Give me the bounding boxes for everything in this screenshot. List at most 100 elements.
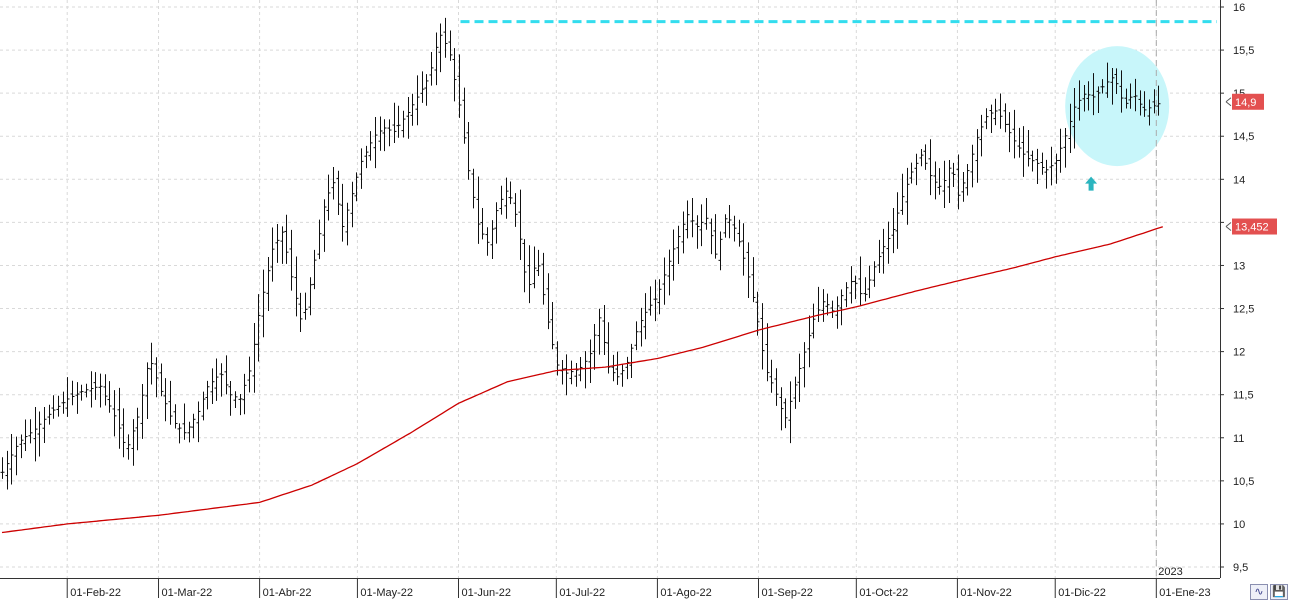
- candle: [863, 277, 868, 302]
- candle: [387, 119, 392, 147]
- candle: [1105, 62, 1110, 98]
- candle: [760, 303, 765, 370]
- candle: [261, 269, 266, 338]
- candle: [154, 357, 159, 398]
- candle: [131, 419, 136, 466]
- candle: [671, 229, 676, 281]
- candle: [303, 292, 308, 320]
- candle: [839, 289, 844, 326]
- candle: [676, 225, 681, 265]
- x-tick-label: 01-Oct-22: [859, 587, 908, 599]
- candle: [1114, 68, 1119, 94]
- moving-average-tag-pointer: [1225, 222, 1232, 231]
- candle: [1072, 88, 1077, 149]
- save-icon[interactable]: 💾: [1270, 584, 1288, 600]
- candle: [629, 343, 634, 379]
- candle: [975, 129, 980, 183]
- moving-average-tag-label: 13,452: [1235, 222, 1269, 234]
- candle: [1054, 153, 1059, 184]
- candle: [1086, 81, 1091, 111]
- candle: [947, 160, 952, 204]
- candle: [732, 215, 737, 242]
- candle: [704, 198, 709, 230]
- candle: [741, 223, 746, 276]
- candle: [867, 265, 872, 299]
- candle: [364, 145, 369, 169]
- candle: [410, 93, 415, 126]
- candle: [555, 341, 560, 376]
- x-tick-label: 01-Jun-22: [462, 587, 512, 599]
- candle: [224, 355, 229, 395]
- candle: [47, 404, 52, 425]
- candle: [135, 407, 140, 451]
- candle: [508, 181, 513, 205]
- candle: [933, 161, 938, 200]
- candle: [1012, 109, 1017, 159]
- candle: [643, 293, 648, 340]
- wave-icon[interactable]: ∿: [1250, 584, 1268, 600]
- candle: [793, 376, 798, 409]
- candle: [1026, 129, 1031, 167]
- candle: [657, 279, 662, 315]
- candle: [1110, 67, 1115, 105]
- candle: [849, 266, 854, 304]
- candle: [634, 321, 639, 351]
- candle: [844, 282, 849, 308]
- candle: [490, 220, 495, 259]
- candle: [746, 242, 751, 298]
- y-axis: 1615,51514,51413,51312,51211,51110,5109,…: [1220, 0, 1254, 578]
- candle: [1021, 126, 1026, 177]
- candle: [1030, 150, 1035, 172]
- candle: [615, 351, 620, 385]
- candle: [1096, 86, 1101, 114]
- candle: [895, 192, 900, 249]
- candle: [0, 457, 5, 479]
- y-tick-label: 15,5: [1233, 45, 1254, 57]
- candle: [569, 360, 574, 385]
- candle: [713, 214, 718, 259]
- candle: [476, 176, 481, 244]
- candle: [536, 249, 541, 277]
- candle: [532, 246, 537, 289]
- candle: [79, 384, 84, 401]
- candle: [70, 380, 75, 406]
- candle: [769, 359, 774, 393]
- candle: [84, 383, 89, 398]
- candle: [1082, 85, 1087, 112]
- candle: [1017, 127, 1022, 158]
- candle: [354, 172, 359, 202]
- annotation-layer: [460, 20, 1217, 191]
- candle: [737, 219, 742, 247]
- x-axis-band: [0, 578, 1250, 602]
- candle: [294, 256, 299, 317]
- y-tick-label: 9,5: [1233, 562, 1248, 574]
- candle: [979, 114, 984, 157]
- candle: [1156, 85, 1161, 116]
- candle: [457, 54, 462, 118]
- y-tick-label: 12,5: [1233, 304, 1254, 316]
- candle: [145, 362, 150, 419]
- candle: [779, 387, 784, 431]
- candle: [191, 413, 196, 439]
- candle: [695, 215, 700, 249]
- candle: [345, 202, 350, 246]
- candle: [359, 148, 364, 189]
- candle: [140, 383, 145, 439]
- candle: [480, 208, 485, 240]
- candle: [219, 363, 224, 397]
- candle: [648, 286, 653, 316]
- candle: [965, 164, 970, 196]
- candle: [61, 391, 66, 414]
- candle: [187, 421, 192, 443]
- candle: [583, 351, 588, 389]
- candle: [401, 110, 406, 138]
- candle: [522, 239, 527, 293]
- y-tick-label: 11: [1233, 433, 1244, 445]
- candle: [723, 214, 728, 238]
- candle: [1035, 148, 1040, 185]
- candle: [937, 168, 942, 195]
- y-tick-label: 12: [1233, 347, 1245, 359]
- candle: [685, 200, 690, 239]
- candle: [942, 160, 947, 209]
- up-arrow-icon: [1085, 176, 1098, 191]
